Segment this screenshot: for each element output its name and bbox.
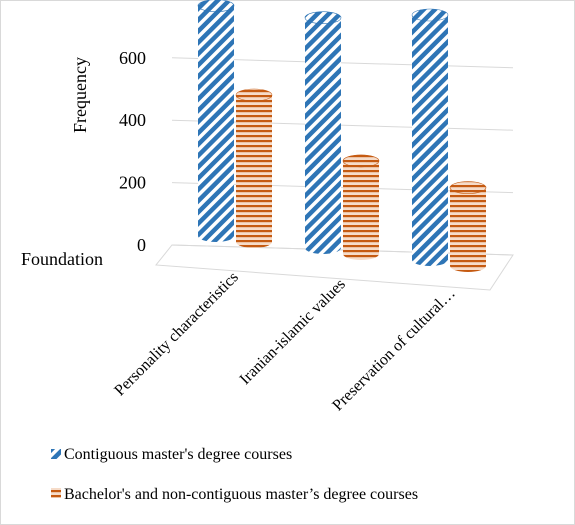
x-tick-label: Iranian-islamic values <box>237 276 349 388</box>
x-tick-label: Preservation of cultural… <box>329 285 459 415</box>
legend-item-contiguous: Contiguous master's degree courses <box>51 446 292 463</box>
legend-label-contiguous: Contiguous master's degree courses <box>64 446 292 463</box>
bar-top <box>304 11 342 25</box>
bar-body <box>198 5 234 243</box>
bar <box>304 11 342 255</box>
bar-top <box>235 88 273 102</box>
legend-swatch-bachelor <box>51 488 61 498</box>
bar-top <box>411 8 449 22</box>
bar <box>235 88 273 248</box>
bar-body <box>305 17 341 255</box>
y-axis-title: Frequency <box>70 57 90 133</box>
bar <box>449 181 487 272</box>
x-tick-label: Personality characteristics <box>111 269 241 399</box>
legend: Contiguous master's degree courses Bache… <box>51 446 418 503</box>
bar-body <box>236 95 272 248</box>
bar-body <box>412 15 448 266</box>
x-tick-labels: Personality characteristicsIranian-islam… <box>111 269 458 415</box>
bar-body <box>450 187 486 272</box>
bar <box>411 8 449 266</box>
bar-top <box>342 154 380 168</box>
bar <box>197 0 235 243</box>
x-axis-title: Foundation <box>21 249 103 269</box>
bar <box>342 154 380 260</box>
bar-body <box>343 160 379 260</box>
bar-top <box>197 0 235 12</box>
bars <box>197 0 487 272</box>
legend-item-bachelor: Bachelor's and non-contiguous master’s d… <box>51 486 418 503</box>
legend-label-bachelor: Bachelor's and non-contiguous master’s d… <box>64 486 418 503</box>
floor <box>155 244 514 291</box>
y-tick-labels: 0 200 400 600 <box>119 48 146 255</box>
y-tick-label: 0 <box>137 235 146 255</box>
y-tick-label: 600 <box>119 48 146 68</box>
y-tick-label: 400 <box>119 110 146 130</box>
bar-top <box>449 181 487 194</box>
legend-swatch-contiguous <box>51 449 61 459</box>
y-tick-label: 200 <box>119 173 146 193</box>
